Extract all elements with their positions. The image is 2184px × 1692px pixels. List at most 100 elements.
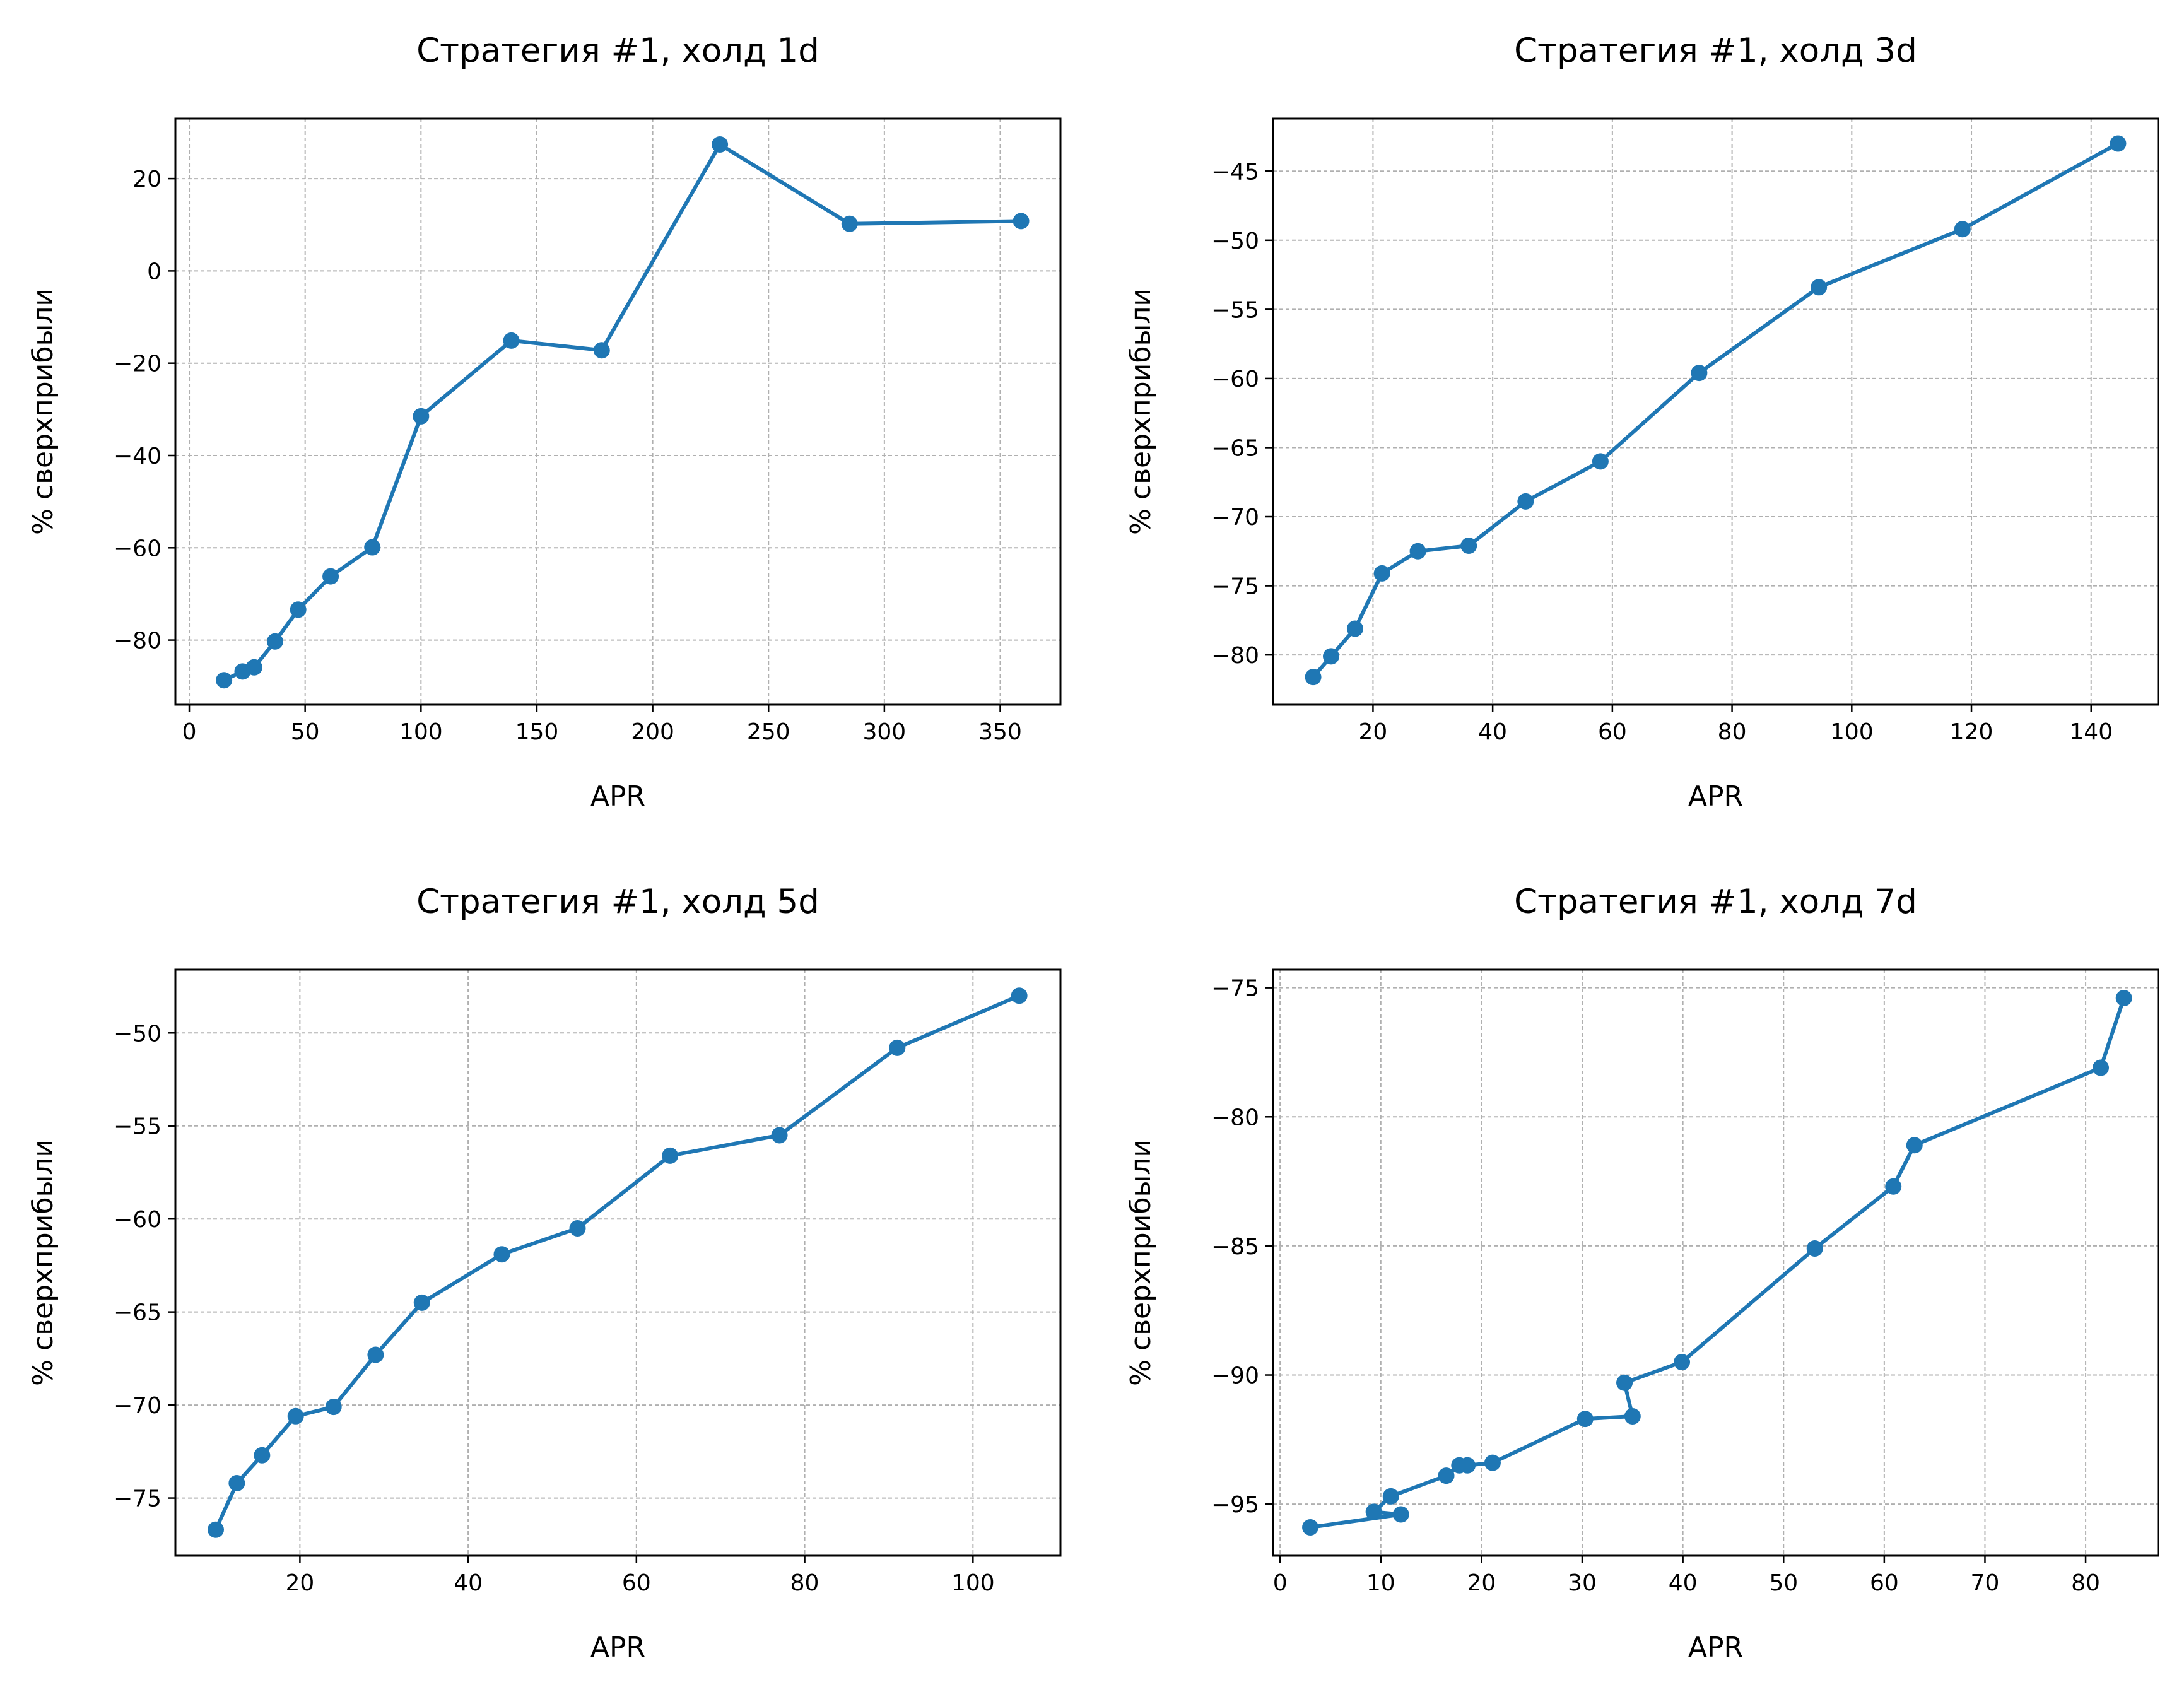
data-point (1409, 543, 1426, 560)
x-tick-label: 150 (515, 719, 559, 745)
x-tick-label: 80 (790, 1570, 819, 1596)
y-tick-label: −95 (1211, 1492, 1259, 1518)
data-point (325, 1399, 342, 1416)
x-tick-label: 120 (1950, 719, 1993, 745)
data-point (493, 1246, 510, 1263)
y-tick-label: −70 (114, 1393, 161, 1419)
y-tick-label: −55 (114, 1114, 161, 1140)
subplot-1: 0 50 100 150 200 250 300 350 −80 −60 −40 −20 0 20 Стра… (27, 32, 1062, 813)
data-point (1484, 1454, 1501, 1471)
chart-title: Стратегия #1, холд 7d (1514, 883, 1917, 921)
y-tick-label: −60 (114, 536, 161, 561)
x-tick-label: 70 (1971, 1570, 2000, 1596)
y-tick-label: −80 (1211, 1105, 1259, 1131)
series-line (1311, 141, 2120, 679)
y-tick-label: −50 (1211, 228, 1259, 254)
x-tick-label: 100 (399, 719, 443, 745)
subplot-3: 20 40 60 80 100 −75 −70 −65 −60 −55 −50 Стратегия #… (27, 883, 1062, 1664)
data-point (266, 633, 283, 650)
data-point (889, 1039, 906, 1056)
subplot-4: 0 10 20 30 40 50 60 70 80 −95 −90 −85 −80 −75 Стратеги… (1125, 883, 2159, 1664)
x-tick-label: 80 (2071, 1570, 2100, 1596)
y-tick-label: −70 (1211, 505, 1259, 531)
x-tick-label: 300 (863, 719, 907, 745)
data-point (413, 1294, 430, 1311)
data-point (503, 332, 520, 349)
data-point (1517, 493, 1534, 510)
data-point (1438, 1467, 1455, 1484)
y-tick-label: −60 (114, 1207, 161, 1233)
data-point (1392, 1506, 1409, 1523)
data-point (413, 408, 430, 425)
data-point (322, 568, 339, 585)
y-tick-label: −65 (1211, 435, 1259, 461)
data-point (593, 342, 610, 359)
x-tick-label: 350 (978, 719, 1022, 745)
data-point (1013, 213, 1030, 230)
series-line (214, 994, 1021, 1532)
x-tick-label: 30 (1568, 1570, 1597, 1596)
y-tick-label: −75 (1211, 976, 1259, 1002)
data-point (1806, 1240, 1823, 1257)
y-tick-label: −40 (114, 444, 161, 469)
x-tick-label: 20 (1467, 1570, 1496, 1596)
x-tick-label: 0 (182, 719, 197, 745)
x-tick-label: 60 (622, 1570, 651, 1596)
x-tick-label: 60 (1598, 719, 1627, 745)
data-point (569, 1219, 586, 1237)
data-point (228, 1474, 245, 1491)
x-axis-label: APR (1688, 1631, 1743, 1664)
x-axis-label: APR (590, 780, 645, 813)
y-tick-label: −55 (1211, 297, 1259, 323)
y-axis-label: % сверхприбыли (1125, 1139, 1157, 1386)
data-point (1576, 1411, 1594, 1428)
data-point (662, 1147, 679, 1164)
data-point (2093, 1059, 2110, 1076)
data-point (364, 539, 381, 556)
data-point (1305, 669, 1322, 686)
y-tick-label: −75 (1211, 574, 1259, 600)
data-point (290, 601, 307, 618)
data-point (712, 136, 729, 153)
y-tick-label: −75 (114, 1486, 161, 1512)
data-point (1302, 1519, 1319, 1536)
x-axis-label: APR (590, 1631, 645, 1664)
data-point (2115, 990, 2132, 1007)
data-point (1906, 1137, 1923, 1154)
data-point (1811, 279, 1828, 296)
data-point (1323, 648, 1340, 665)
y-axis-label: % сверхприбыли (1125, 288, 1157, 535)
subplot-2: 20 40 60 80 100 120 140 −80 −75 −70 −65 −60 −55 −50 −4… (1125, 32, 2159, 813)
data-point (1373, 565, 1390, 582)
plot-frame (174, 968, 1062, 1557)
data-point (245, 659, 262, 676)
x-tick-label: 100 (951, 1570, 995, 1596)
data-point (1885, 1178, 1902, 1195)
data-point (771, 1127, 788, 1144)
x-tick-label: 100 (1830, 719, 1874, 745)
data-point (216, 672, 233, 689)
data-point (1592, 453, 1609, 470)
x-tick-label: 140 (2069, 719, 2113, 745)
data-point (1365, 1503, 1382, 1520)
chart-title: Стратегия #1, холд 1d (416, 32, 819, 70)
chart-title: Стратегия #1, холд 5d (416, 883, 819, 921)
x-tick-label: 20 (285, 1570, 314, 1596)
data-point (1346, 620, 1363, 637)
y-tick-label: −80 (114, 628, 161, 654)
y-tick-label: −90 (1211, 1363, 1259, 1389)
data-point (1011, 987, 1028, 1004)
plot-frame (174, 117, 1062, 706)
data-point (1460, 538, 1477, 555)
data-point (208, 1521, 225, 1538)
x-tick-label: 0 (1273, 1570, 1288, 1596)
data-point (1691, 365, 1708, 382)
x-tick-label: 40 (1478, 719, 1507, 745)
x-tick-label: 60 (1870, 1570, 1899, 1596)
y-tick-label: −60 (1211, 367, 1259, 392)
y-tick-label: −85 (1211, 1234, 1259, 1260)
data-point (841, 215, 858, 232)
data-point (254, 1447, 271, 1464)
series-line (222, 143, 1023, 683)
